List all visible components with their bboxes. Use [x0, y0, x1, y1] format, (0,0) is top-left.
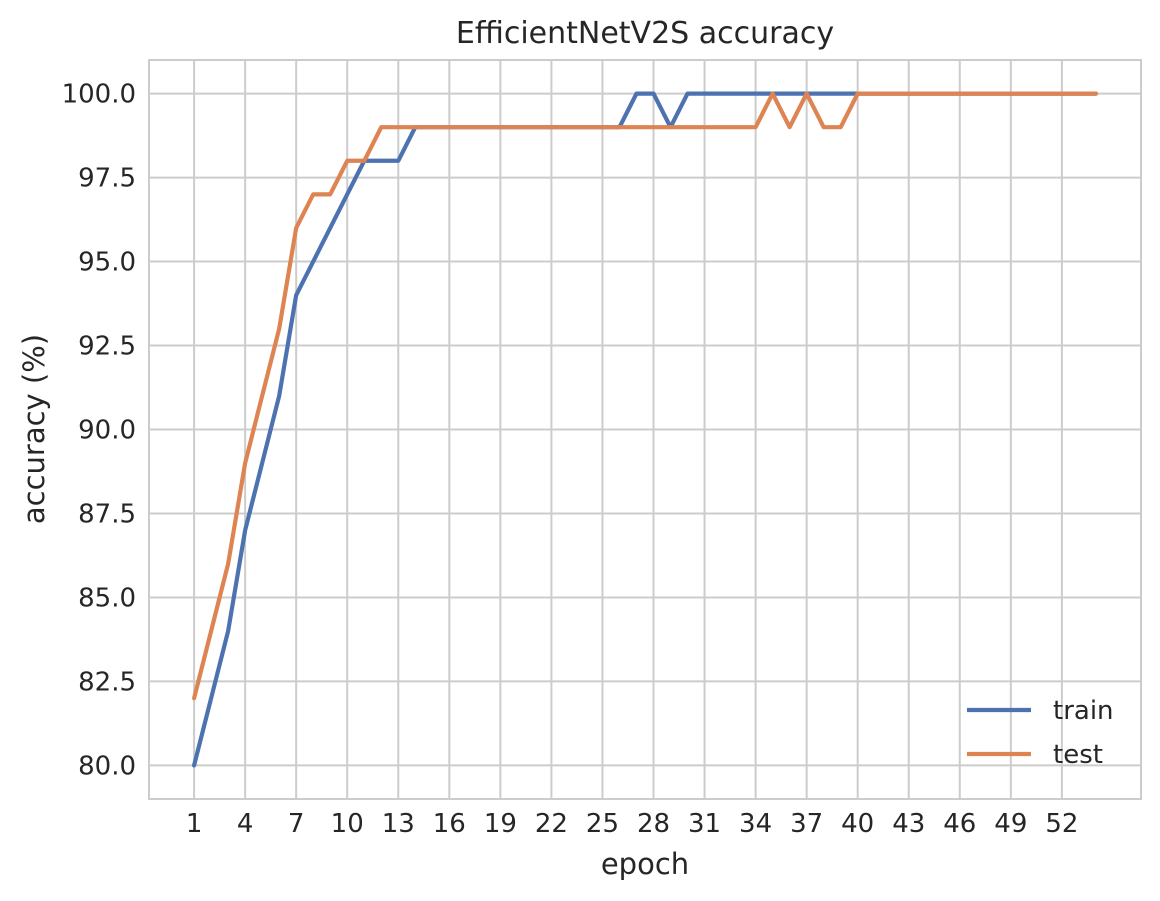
- chart-title: EfficientNetV2S accuracy: [456, 16, 834, 51]
- x-tick-labels: 1 4 7 10 13 16 19 22 25 28 31 34 37 40 43 46 49 52: [186, 809, 1079, 839]
- legend: train test: [967, 696, 1114, 770]
- series-line-test: [191, 91, 1099, 701]
- x-tick-label: 40: [841, 809, 874, 839]
- series-lines: [191, 91, 1099, 768]
- x-tick-label: 34: [739, 809, 772, 839]
- y-tick-label: 92.5: [78, 332, 136, 362]
- y-tick-label: 87.5: [78, 499, 136, 529]
- y-tick-label: 95.0: [78, 248, 136, 278]
- x-tick-label: 52: [1045, 809, 1078, 839]
- x-tick-label: 49: [994, 809, 1027, 839]
- y-tick-label: 80.0: [78, 751, 136, 781]
- legend-label-train: train: [1053, 696, 1114, 726]
- x-axis-label: epoch: [601, 847, 689, 881]
- x-tick-label: 1: [186, 809, 203, 839]
- y-tick-label: 90.0: [78, 416, 136, 446]
- x-tick-label: 13: [382, 809, 415, 839]
- x-tick-label: 16: [433, 809, 466, 839]
- legend-label-test: test: [1053, 740, 1103, 770]
- y-tick-label: 82.5: [78, 667, 136, 697]
- x-tick-label: 37: [790, 809, 823, 839]
- x-tick-label: 25: [586, 809, 619, 839]
- x-tick-label: 4: [237, 809, 254, 839]
- x-tick-label: 31: [688, 809, 721, 839]
- y-tick-label: 100.0: [62, 80, 136, 110]
- x-tick-label: 7: [288, 809, 305, 839]
- x-tick-label: 19: [484, 809, 517, 839]
- y-tick-labels: 80.0 82.5 85.0 87.5 90.0 92.5 95.0 97.5 100.0: [62, 80, 136, 782]
- x-tick-label: 22: [535, 809, 568, 839]
- x-tick-label: 10: [331, 809, 364, 839]
- x-tick-label: 43: [892, 809, 925, 839]
- x-tick-label: 46: [943, 809, 976, 839]
- grid: [149, 60, 1141, 799]
- y-tick-label: 97.5: [78, 164, 136, 194]
- x-tick-label: 28: [637, 809, 670, 839]
- y-tick-label: 85.0: [78, 583, 136, 613]
- plot-frame: [148, 59, 1142, 800]
- y-axis-label: accuracy (%): [17, 334, 51, 524]
